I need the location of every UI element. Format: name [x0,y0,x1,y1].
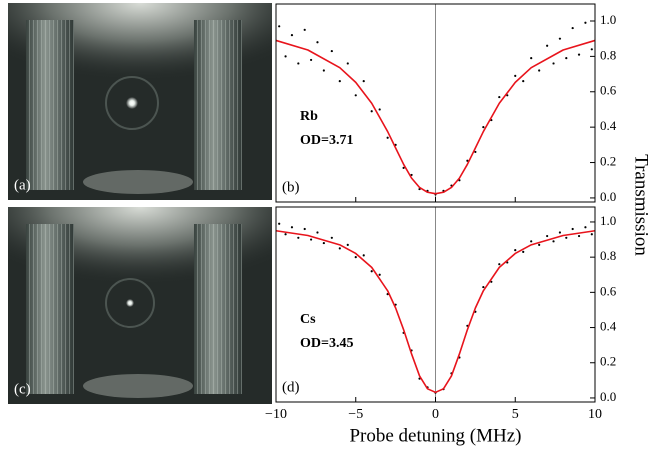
data-point [362,80,365,83]
data-point [522,80,525,83]
data-point [354,94,357,97]
data-point [370,270,373,273]
data-point [530,57,533,60]
data-point [309,58,313,62]
data-point [410,173,413,177]
y-tick-label: 0.4 [600,118,617,133]
photo: (a) [8,3,272,200]
data-point [558,37,562,40]
data-point [522,250,525,253]
data-point [316,231,319,234]
photo: (c) [8,207,272,404]
data-point [316,41,319,44]
data-point [577,234,581,238]
annotation: Cs [300,312,316,327]
data-point [378,273,381,276]
data-point [565,236,568,239]
x-tick-label: 0 [432,407,439,422]
y-tick-label: 0.2 [600,154,616,169]
data-point [354,256,357,259]
data-point [370,110,373,113]
data-point [297,62,300,65]
x-tick-label: 5 [512,407,519,422]
data-point [309,238,313,241]
data-point [378,108,381,111]
fit-line [275,229,596,394]
annotation: OD=3.71 [300,133,353,148]
data-point [346,243,349,246]
data-point [466,159,469,162]
data-point [498,95,501,99]
y-tick-label: 0.6 [600,83,617,98]
y-tick-label: 0.0 [600,189,616,204]
data-point [338,247,341,250]
y-tick-label: 0.4 [600,319,617,334]
data-point [290,226,294,229]
data-point [330,49,333,53]
data-point [474,150,477,154]
data-point [482,126,485,129]
data-point [303,28,306,31]
y-tick-label: 1.0 [600,213,616,228]
fit-line [275,39,596,195]
data-point [530,240,533,243]
x-tick-label: −5 [348,407,363,422]
data-point [571,26,574,30]
data-point [402,166,405,169]
data-point [565,57,568,60]
data-point [386,136,389,139]
data-point [498,263,501,266]
panel-label: (d) [282,379,300,395]
data-point [590,233,593,236]
data-point [362,254,365,257]
data-point [290,34,294,37]
y-tick-label: 0.8 [600,47,616,62]
x-axis-label: Probe detuning (MHz) [349,425,521,446]
y-tick-label: 0.2 [600,354,616,369]
data-point [584,226,587,229]
y-axis-label: Transmission [631,154,652,256]
data-point [322,69,325,72]
data-point [284,233,287,236]
annotation: Rb [300,109,318,124]
data-point [584,21,587,24]
data-point [538,243,541,246]
data-point [538,69,541,72]
data-point [546,44,549,47]
data-point [482,285,485,289]
x-tick-label: −10 [265,407,287,422]
data-point [278,222,281,225]
y-tick-label: 0.8 [600,248,616,263]
data-point [338,80,341,83]
panel-label: (b) [282,179,300,195]
y-tick-label: 0.0 [600,389,616,404]
y-tick-label: 1.0 [600,12,616,27]
data-point [284,55,287,58]
data-point [322,241,325,245]
data-point [571,227,574,231]
data-point [303,227,306,231]
data-point [558,231,562,234]
data-point [590,48,593,51]
data-point [552,240,555,243]
data-point [552,62,555,65]
y-tick-label: 0.6 [600,283,617,298]
data-point [546,234,549,238]
data-point [514,74,517,77]
data-point [346,62,349,65]
panel-label: (a) [14,177,31,193]
panel-label: (c) [14,381,31,397]
x-tick-label: 10 [588,407,602,422]
data-point [330,236,333,239]
data-point [297,236,300,239]
data-point [514,249,517,252]
annotation: OD=3.45 [300,336,353,351]
data-point [577,53,581,56]
data-point [278,25,281,28]
